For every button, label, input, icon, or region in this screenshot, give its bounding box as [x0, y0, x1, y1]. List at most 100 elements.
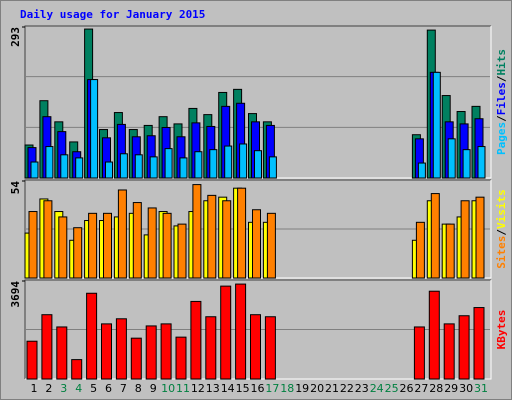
bar — [237, 187, 247, 279]
bar — [119, 153, 128, 179]
bar — [443, 323, 455, 380]
bar — [432, 71, 441, 179]
x-tick-label: 4 — [75, 382, 82, 395]
bar — [88, 212, 98, 279]
bar — [413, 326, 425, 380]
x-tick-label: 24 — [370, 382, 384, 395]
legend-entry: Visits — [495, 189, 508, 229]
x-tick-label: 8 — [135, 382, 142, 395]
bar — [28, 211, 38, 279]
bar — [473, 307, 485, 380]
bar — [268, 156, 277, 179]
bar — [190, 300, 202, 380]
x-tick-label: 17 — [265, 382, 279, 395]
legend-entry: KBytes — [495, 310, 508, 350]
x-tick-label: 6 — [105, 382, 112, 395]
bar — [458, 315, 470, 380]
x-tick-label: 27 — [414, 382, 428, 395]
x-tick-label: 12 — [191, 382, 205, 395]
bar — [147, 207, 157, 279]
x-tick-label: 13 — [206, 382, 220, 395]
bar — [428, 290, 440, 380]
bar — [130, 337, 142, 380]
x-tick-label: 10 — [161, 382, 175, 395]
chart-title: Daily usage for January 2015 — [20, 8, 205, 21]
bar — [134, 154, 143, 179]
bar — [149, 156, 158, 179]
bar — [164, 148, 173, 179]
bar — [26, 340, 38, 380]
y-tick-label: 3694 — [9, 281, 22, 308]
bar — [103, 212, 112, 279]
x-tick-label: 7 — [120, 382, 127, 395]
legend-separator: / — [495, 229, 508, 236]
legend: Sites/Visits — [495, 189, 508, 269]
bar — [30, 161, 39, 179]
bar — [194, 151, 203, 179]
legend-entry: Sites — [495, 236, 508, 269]
x-tick-label: 28 — [429, 382, 443, 395]
bar — [475, 196, 485, 279]
bar — [417, 162, 426, 179]
bar — [192, 184, 202, 279]
bar — [222, 200, 232, 279]
bar — [415, 221, 425, 279]
legend-entry: Pages — [495, 122, 508, 155]
legend: Pages/Files/Hits — [495, 49, 508, 155]
x-tick-label: 5 — [90, 382, 97, 395]
bar — [250, 314, 261, 380]
bar — [75, 157, 84, 179]
bar — [86, 292, 98, 380]
legend-separator: / — [495, 75, 508, 82]
bar — [162, 212, 172, 279]
bar — [101, 323, 112, 380]
x-tick-label: 25 — [385, 382, 399, 395]
x-tick-label: 21 — [325, 382, 339, 395]
x-tick-label: 18 — [280, 382, 294, 395]
x-tick-label: 23 — [355, 382, 369, 395]
x-tick-label: 1 — [31, 382, 38, 395]
x-tick-label: 11 — [176, 382, 190, 395]
bar — [209, 149, 218, 179]
legend-entry: Hits — [495, 49, 508, 76]
bar — [56, 326, 68, 380]
bar — [430, 193, 440, 279]
bar — [105, 161, 113, 179]
bar — [460, 200, 470, 279]
panel-border — [24, 25, 491, 178]
bar — [175, 336, 187, 380]
bar — [266, 212, 276, 279]
bar — [252, 209, 261, 279]
bar — [462, 149, 471, 179]
bar — [132, 202, 142, 279]
legend-separator: / — [495, 115, 508, 122]
bar — [58, 216, 68, 279]
x-tick-label: 2 — [45, 382, 52, 395]
bar — [71, 359, 83, 380]
legend: KBytes — [495, 310, 508, 350]
x-tick-label: 19 — [295, 382, 309, 395]
bar — [445, 223, 455, 279]
bar — [179, 157, 188, 179]
x-tick-label: 31 — [474, 382, 488, 395]
bar — [145, 325, 157, 380]
x-tick-label: 3 — [60, 382, 67, 395]
bar — [235, 283, 247, 380]
x-tick-label: 26 — [400, 382, 414, 395]
bar — [115, 318, 127, 380]
x-tick-label: 22 — [340, 382, 354, 395]
y-tick-label: 293 — [9, 27, 22, 47]
bar — [117, 189, 127, 279]
bar — [90, 79, 99, 179]
bar — [224, 145, 233, 179]
bar — [254, 150, 262, 179]
panel-border — [24, 279, 491, 379]
bar — [239, 143, 248, 179]
bar — [43, 200, 53, 279]
bar — [60, 154, 69, 179]
bar — [220, 285, 232, 380]
bar — [41, 314, 53, 380]
bar — [447, 138, 456, 179]
x-tick-label: 29 — [444, 382, 458, 395]
